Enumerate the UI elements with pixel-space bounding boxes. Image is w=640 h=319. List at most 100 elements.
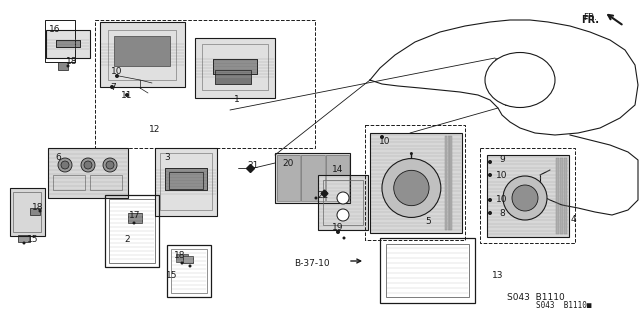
Bar <box>277 155 300 201</box>
Bar <box>46 30 90 58</box>
Bar <box>183 256 193 263</box>
Bar <box>13 192 41 232</box>
Text: 15: 15 <box>28 235 39 244</box>
Text: 18: 18 <box>174 250 186 259</box>
Text: 22: 22 <box>317 190 328 199</box>
Bar <box>100 22 185 87</box>
Bar <box>169 172 203 189</box>
Text: 13: 13 <box>492 271 504 279</box>
Text: B-37-10: B-37-10 <box>294 258 330 268</box>
Bar <box>275 153 350 203</box>
Bar <box>56 40 80 47</box>
Circle shape <box>84 161 92 169</box>
Bar <box>45 20 75 62</box>
Bar <box>167 245 211 297</box>
Bar <box>445 136 447 230</box>
Circle shape <box>180 262 184 264</box>
Text: 19: 19 <box>332 224 344 233</box>
Bar <box>109 199 155 263</box>
Bar <box>560 158 563 234</box>
Bar <box>480 148 575 243</box>
Text: 10: 10 <box>496 170 508 180</box>
Text: 18: 18 <box>32 204 44 212</box>
Circle shape <box>58 158 72 172</box>
Bar <box>30 208 40 215</box>
Bar <box>487 155 569 237</box>
Text: S043  B1110: S043 B1110 <box>507 293 565 302</box>
Bar <box>318 175 368 230</box>
Bar <box>128 213 142 223</box>
Bar <box>277 155 300 201</box>
Bar <box>487 155 569 237</box>
Bar <box>105 195 159 267</box>
Bar <box>202 44 268 90</box>
Circle shape <box>81 158 95 172</box>
Text: 6: 6 <box>55 153 61 162</box>
Circle shape <box>337 192 349 204</box>
Bar <box>195 38 275 98</box>
Circle shape <box>488 198 492 202</box>
Bar <box>195 38 275 98</box>
Bar <box>10 188 45 236</box>
Circle shape <box>337 209 349 221</box>
Circle shape <box>336 230 340 234</box>
Text: 10: 10 <box>496 196 508 204</box>
Circle shape <box>106 161 114 169</box>
Bar <box>48 148 128 198</box>
Bar <box>275 153 350 203</box>
Bar <box>215 70 251 84</box>
Bar <box>95 20 315 148</box>
Circle shape <box>410 152 413 155</box>
Bar <box>370 133 462 233</box>
Bar <box>326 155 349 201</box>
Circle shape <box>503 176 547 220</box>
Circle shape <box>67 64 70 68</box>
Text: 11: 11 <box>121 91 132 100</box>
Text: 4: 4 <box>570 216 576 225</box>
Circle shape <box>115 74 119 78</box>
Bar <box>323 180 363 225</box>
Circle shape <box>488 160 492 164</box>
Bar <box>114 36 170 66</box>
Bar <box>46 30 90 58</box>
Bar <box>165 168 207 190</box>
Circle shape <box>125 93 129 97</box>
Text: 20: 20 <box>282 159 294 167</box>
Bar <box>155 148 217 216</box>
Circle shape <box>61 161 69 169</box>
Text: 8: 8 <box>499 210 505 219</box>
Circle shape <box>132 221 136 225</box>
Ellipse shape <box>485 53 555 108</box>
Text: 2: 2 <box>124 235 130 244</box>
Text: 17: 17 <box>129 211 141 219</box>
Bar <box>18 235 30 242</box>
Bar <box>10 188 45 236</box>
Text: 10: 10 <box>380 137 391 146</box>
Text: 12: 12 <box>149 125 161 135</box>
Circle shape <box>38 210 42 212</box>
Bar <box>556 158 559 234</box>
Bar <box>58 62 68 70</box>
Text: 1: 1 <box>234 95 240 105</box>
Bar <box>386 244 469 297</box>
Text: 21: 21 <box>247 160 259 169</box>
Bar <box>165 168 207 190</box>
Text: 15: 15 <box>166 271 178 280</box>
Bar <box>90 175 122 190</box>
Bar <box>451 136 452 230</box>
Bar <box>448 136 450 230</box>
Text: 5: 5 <box>425 218 431 226</box>
Bar <box>365 125 465 240</box>
Bar <box>505 90 530 105</box>
Text: FR.: FR. <box>581 15 599 25</box>
Text: 9: 9 <box>499 155 505 165</box>
Circle shape <box>488 173 492 177</box>
Circle shape <box>512 185 538 211</box>
Bar <box>108 30 176 80</box>
Bar <box>301 155 325 201</box>
Bar <box>564 158 567 234</box>
Circle shape <box>103 158 117 172</box>
Text: S043  B1110■: S043 B1110■ <box>536 300 591 309</box>
Bar <box>511 58 517 63</box>
Bar <box>503 58 509 63</box>
